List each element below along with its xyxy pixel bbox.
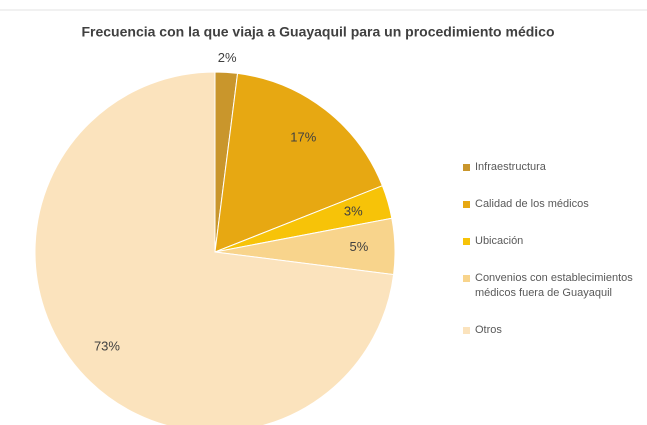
legend-item: Calidad de los médicos (463, 197, 647, 212)
legend-swatch (463, 275, 470, 282)
legend-swatch (463, 201, 470, 208)
legend-swatch (463, 327, 470, 334)
legend-swatch (463, 238, 470, 245)
legend-label: Infraestructura (475, 161, 546, 173)
pie-slice (34, 71, 395, 425)
chart-title: Frecuencia con la que viaja a Guayaquil … (81, 24, 554, 40)
legend-item: Ubicación (463, 234, 647, 249)
data-label: 2% (218, 50, 237, 65)
legend-item: Convenios con establecimientos médicos f… (463, 271, 647, 301)
legend-label: Ubicación (475, 235, 524, 247)
legend-label: Convenios con establecimientos médicos f… (475, 272, 633, 299)
legend-swatch (463, 164, 470, 171)
legend-item: Infraestructura (463, 160, 647, 175)
legend-label: Otros (475, 324, 502, 336)
pie-slice (214, 72, 384, 253)
legend: Infraestructura Calidad de los médicos Ubi… (463, 160, 647, 360)
legend-item: Otros (463, 323, 647, 338)
data-label: 3% (344, 203, 363, 218)
data-label: 5% (350, 239, 369, 254)
data-label: 17% (290, 130, 316, 145)
legend-label: Calidad de los médicos (475, 198, 589, 210)
data-label: 73% (94, 339, 120, 354)
